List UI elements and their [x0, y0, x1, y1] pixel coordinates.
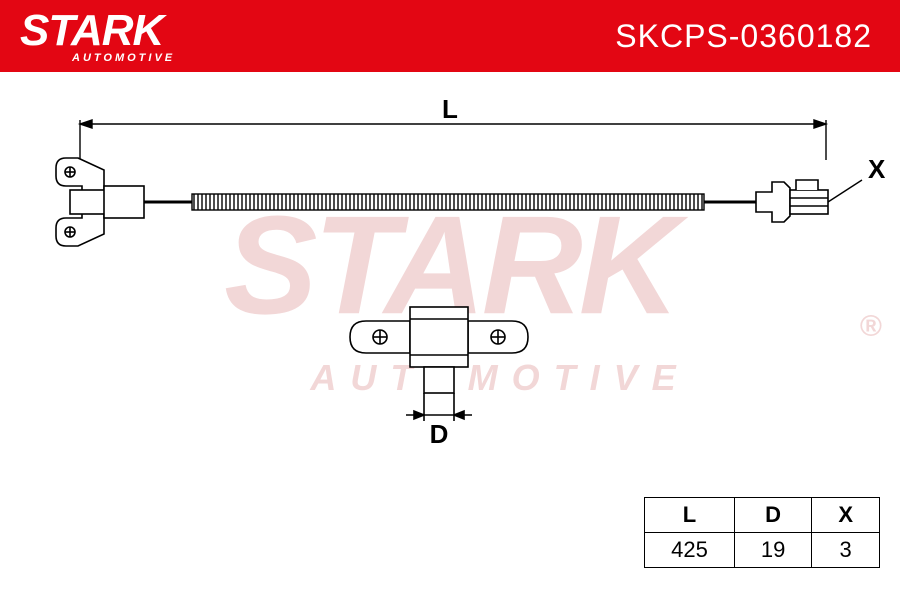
brand-subtitle: AUTOMOTIVE [72, 53, 175, 64]
label-X: X [868, 154, 886, 184]
header-bar: STARK AUTOMOTIVE SKCPS-0360182 [0, 0, 900, 72]
label-D: D [430, 419, 449, 449]
part-number: SKCPS-0360182 [615, 18, 872, 55]
label-L: L [442, 94, 458, 124]
brand-name: STARK [20, 9, 175, 53]
brand-block: STARK AUTOMOTIVE [20, 9, 175, 64]
technical-diagram: L X [0, 72, 900, 588]
